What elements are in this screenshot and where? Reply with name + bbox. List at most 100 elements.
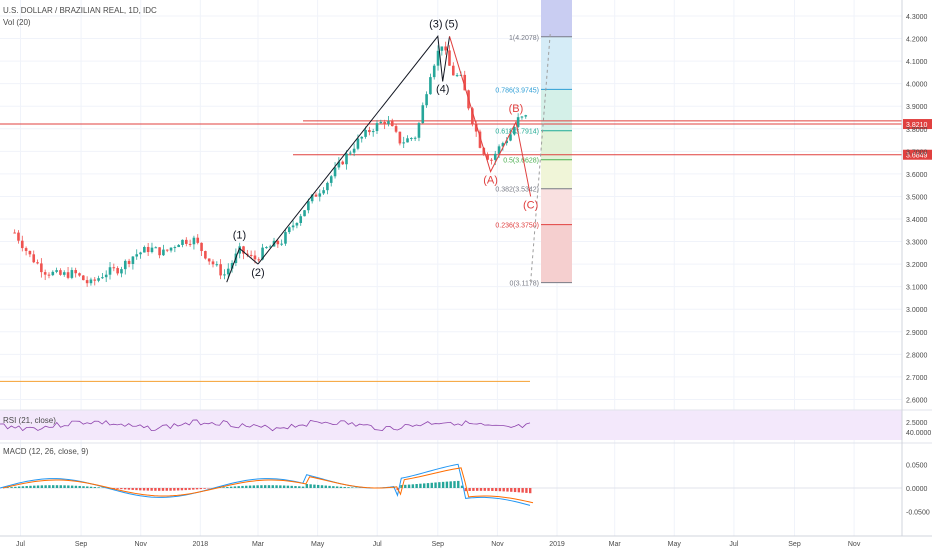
macd-histogram-bar (74, 485, 78, 488)
candle-body (421, 105, 425, 124)
price-candles (13, 41, 528, 287)
candle-body (82, 275, 85, 281)
macd-histogram-bar (233, 486, 237, 488)
macd-histogram-bar (127, 488, 131, 490)
macd-histogram-bar (195, 488, 199, 490)
macd-histogram-bar (449, 481, 452, 488)
macd-histogram-bar (158, 488, 161, 491)
macd-histogram-bar (407, 484, 411, 488)
candle-body (524, 115, 528, 117)
candle-body (448, 50, 451, 66)
price-tick-label: 2.7000 (906, 375, 928, 382)
macd-histogram-bar (59, 485, 62, 488)
macd-histogram-bar (317, 484, 320, 488)
macd-histogram-bar (173, 488, 176, 491)
macd-histogram-bar (517, 488, 521, 493)
candle-body (24, 248, 28, 251)
candle-body (135, 254, 139, 257)
macd-histogram-bar (267, 485, 271, 488)
macd-histogram-bar (67, 485, 70, 488)
rsi-band (0, 410, 902, 440)
price-tick-label: 2.5000 (906, 420, 928, 427)
fib-band (541, 36, 572, 90)
macd-histogram-bar (324, 485, 327, 488)
macd-histogram-bar (305, 484, 309, 488)
macd-histogram-bar (339, 486, 343, 488)
candle-body (154, 247, 158, 249)
wave-abc-line (449, 36, 532, 197)
candle-body (474, 123, 478, 132)
macd-histogram-bar (139, 488, 142, 491)
candle-body (307, 201, 310, 211)
signal-line (2, 467, 534, 504)
macd-histogram-bar (430, 482, 433, 488)
candle-body (516, 117, 520, 127)
candle-body (123, 260, 127, 270)
time-tick-label: Mar (609, 541, 622, 548)
candle-body (314, 194, 318, 197)
candle-body (51, 271, 55, 276)
macd-histogram-bar (479, 488, 483, 491)
candle-body (146, 246, 150, 253)
candle-body (345, 153, 348, 165)
candle-body (162, 249, 165, 256)
macd-histogram-bar (188, 488, 191, 490)
candle-body (295, 222, 299, 226)
candle-body (436, 50, 440, 66)
macd-histogram-bar (86, 486, 89, 488)
candle-body (341, 161, 344, 165)
candle-body (291, 225, 295, 228)
macd-histogram-bar (97, 487, 100, 488)
macd-histogram-bar (328, 485, 331, 488)
price-tick-label: 2.8000 (906, 352, 928, 359)
macd-histogram-bar (33, 485, 36, 488)
fib-level-label: 0.236(3.3750) (495, 223, 539, 230)
macd-histogram-bar (415, 484, 418, 488)
fib-band (541, 130, 572, 160)
candle-body (352, 148, 356, 153)
price-tick-label: 3.9000 (906, 104, 928, 111)
candle-body (246, 253, 249, 255)
candle-body (493, 153, 497, 160)
price-tick-label: 4.0000 (906, 82, 928, 89)
macd-histogram-bar (142, 488, 146, 491)
macd-histogram-bar (89, 486, 93, 488)
wave-3-5-line (257, 35, 451, 265)
candle-body (326, 182, 329, 191)
horizontal-levels: 3.8210 3.6849 (0, 119, 932, 382)
macd-histogram-bar (229, 486, 233, 488)
macd-histogram-bar (525, 488, 528, 493)
macd-histogram-bar (419, 483, 422, 488)
volume-label: Vol (20) (3, 18, 31, 27)
macd-histogram-bar (21, 486, 25, 488)
macd-histogram-bar (256, 485, 259, 488)
candle-body (226, 268, 230, 275)
fib-level-label: 0.5(3.6628) (503, 158, 539, 165)
candle-body (131, 256, 135, 264)
macd-histogram-bar (294, 486, 297, 488)
candle-body (402, 142, 406, 144)
price-tick-label: 4.3000 (906, 14, 928, 21)
candle-body (177, 244, 180, 248)
candle-body (284, 232, 287, 244)
candle-body (432, 65, 436, 78)
candle-body (371, 131, 375, 133)
macd-histogram-bar (441, 481, 445, 488)
candle-body (211, 261, 215, 265)
macd-histogram-bar (17, 486, 21, 488)
macd-histogram-bar (241, 485, 244, 488)
wave-label: (2) (251, 267, 264, 279)
candle-body (204, 251, 207, 259)
macd-histogram-bar (70, 485, 74, 488)
candle-body (181, 239, 184, 245)
candle-body (375, 123, 379, 132)
rsi-tick: 40.0000 (906, 430, 931, 437)
candle-body (360, 136, 364, 139)
fib-band (541, 188, 572, 225)
candle-body (207, 258, 211, 262)
candle-body (329, 176, 333, 183)
candle-body (276, 240, 280, 245)
candle-body (200, 242, 203, 252)
wave-label: (3) (429, 18, 442, 30)
